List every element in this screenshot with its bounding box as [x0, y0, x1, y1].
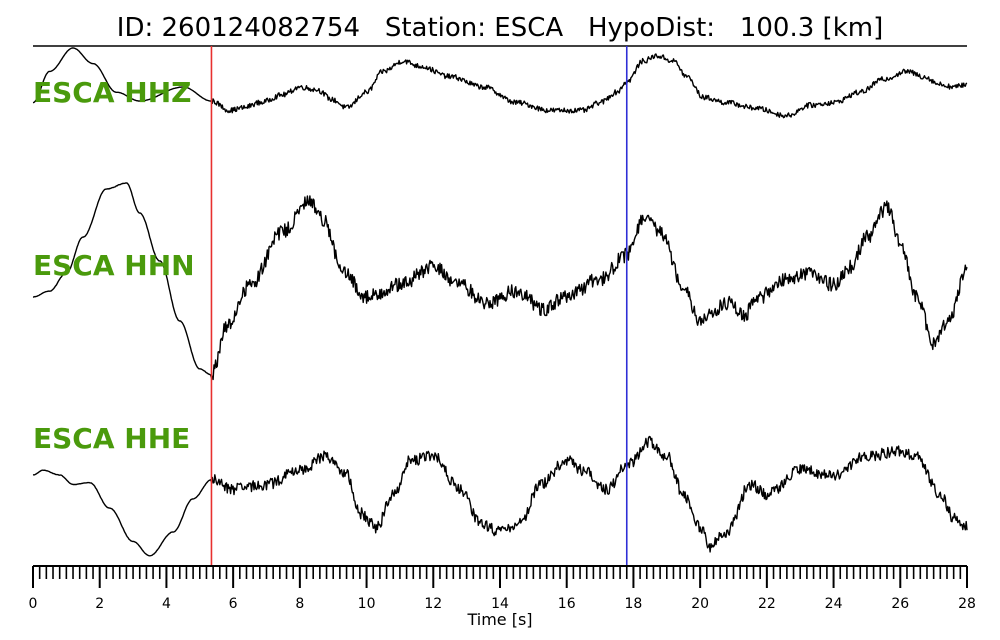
x-tick-label: 0 [29, 596, 38, 612]
trace-esca-hhz [32, 47, 968, 119]
x-tick-label: 20 [691, 596, 709, 612]
channel-labels: ESCA HHZ ESCA HHN ESCA HHE [33, 76, 195, 455]
channel-label-esca-hhe: ESCA HHE [33, 422, 190, 455]
channel-label-esca-hhz: ESCA HHZ [33, 76, 191, 109]
x-tick-label: 10 [358, 596, 376, 612]
title-hypodist-unit: [km] [823, 13, 884, 43]
x-tick-label: 2 [95, 596, 104, 612]
figure-title: ID: 260124082754 Station: ESCA HypoDist:… [117, 13, 883, 43]
time-axis: 0 2 4 6 8 10 12 14 16 18 20 22 24 26 28 [29, 565, 976, 612]
waveform-traces [32, 47, 968, 557]
trace-esca-hhe [32, 435, 968, 557]
phase-picks [210, 46, 628, 566]
trace-esca-hhn [32, 182, 968, 381]
title-hypodist-label: HypoDist: [588, 13, 715, 43]
title-station-label: Station: [385, 13, 486, 43]
x-tick-label: 12 [424, 596, 442, 612]
x-tick-label: 14 [491, 596, 509, 612]
x-tick-label: 6 [229, 596, 238, 612]
x-tick-label: 28 [958, 596, 976, 612]
title-event-id: 260124082754 [162, 13, 361, 43]
x-tick-label: 24 [825, 596, 843, 612]
title-id-label: ID: [117, 13, 153, 43]
title-station: ESCA [494, 13, 563, 43]
x-tick-label: 22 [758, 596, 776, 612]
x-tick-label: 8 [295, 596, 304, 612]
x-axis-label: Time [s] [466, 610, 532, 629]
x-tick-label: 16 [558, 596, 576, 612]
title-hypodist-value: 100.3 [740, 13, 814, 43]
x-tick-label: 26 [891, 596, 909, 612]
x-tick-label: 18 [625, 596, 643, 612]
channel-label-esca-hhn: ESCA HHN [33, 249, 195, 282]
x-tick-label: 4 [162, 596, 171, 612]
